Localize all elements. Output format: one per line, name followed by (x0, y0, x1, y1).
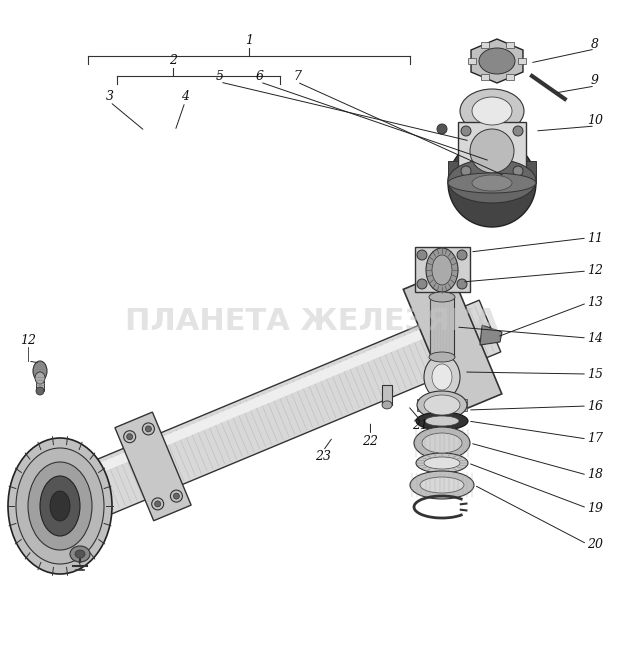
Ellipse shape (8, 438, 112, 574)
Ellipse shape (416, 453, 468, 473)
Ellipse shape (461, 126, 471, 136)
Text: 16: 16 (587, 400, 603, 413)
Text: 20: 20 (587, 538, 603, 551)
Ellipse shape (40, 476, 80, 536)
Ellipse shape (432, 364, 452, 390)
Ellipse shape (448, 159, 536, 203)
Text: 1: 1 (245, 35, 253, 48)
Text: 7: 7 (293, 70, 301, 83)
Ellipse shape (461, 166, 471, 176)
Ellipse shape (16, 448, 104, 564)
Ellipse shape (472, 97, 512, 125)
Ellipse shape (124, 431, 136, 443)
Ellipse shape (432, 255, 452, 285)
Ellipse shape (171, 490, 182, 502)
Ellipse shape (513, 166, 523, 176)
Ellipse shape (429, 292, 455, 302)
Ellipse shape (470, 129, 514, 173)
Text: 10: 10 (587, 115, 603, 128)
Ellipse shape (152, 498, 164, 510)
Ellipse shape (416, 412, 468, 430)
Ellipse shape (417, 250, 427, 260)
Ellipse shape (424, 457, 460, 469)
Polygon shape (11, 300, 501, 547)
Ellipse shape (425, 416, 459, 426)
Bar (382, 385, 392, 405)
Ellipse shape (75, 550, 85, 558)
Polygon shape (471, 39, 523, 83)
Ellipse shape (457, 279, 467, 289)
Ellipse shape (382, 401, 392, 409)
Text: 2: 2 (169, 55, 177, 68)
Text: 12: 12 (587, 264, 603, 277)
Polygon shape (36, 314, 461, 498)
Text: 12: 12 (20, 335, 36, 348)
Text: 8: 8 (591, 38, 599, 51)
Ellipse shape (448, 139, 536, 227)
Ellipse shape (127, 434, 132, 439)
Text: 21: 21 (412, 419, 428, 432)
Polygon shape (480, 325, 502, 345)
Bar (448, 161, 536, 183)
Ellipse shape (33, 361, 47, 381)
Bar (430, 297, 454, 357)
Bar (36, 377, 44, 391)
Bar (468, 58, 476, 64)
Text: 19: 19 (587, 501, 603, 514)
Bar (506, 74, 514, 79)
Ellipse shape (424, 395, 460, 415)
Polygon shape (115, 412, 191, 521)
Ellipse shape (35, 372, 45, 384)
Ellipse shape (424, 355, 460, 399)
Ellipse shape (420, 477, 464, 493)
Ellipse shape (417, 279, 427, 289)
Text: 3: 3 (106, 89, 114, 102)
Text: 15: 15 (587, 368, 603, 380)
Ellipse shape (448, 173, 536, 193)
Polygon shape (403, 270, 502, 413)
Bar (417, 399, 467, 411)
Text: 14: 14 (587, 331, 603, 344)
Ellipse shape (410, 471, 474, 499)
Bar (481, 42, 489, 48)
Ellipse shape (414, 427, 470, 459)
Text: 6: 6 (256, 70, 264, 83)
Text: ПЛАНЕТА ЖЕЛЕЗЯКА: ПЛАНЕТА ЖЕЛЕЗЯКА (126, 307, 499, 335)
Ellipse shape (472, 175, 512, 191)
Ellipse shape (426, 248, 458, 292)
Ellipse shape (429, 352, 455, 362)
Ellipse shape (70, 546, 90, 562)
Ellipse shape (50, 491, 70, 521)
Bar (481, 74, 489, 79)
Ellipse shape (479, 48, 515, 74)
Text: 17: 17 (587, 432, 603, 445)
Ellipse shape (36, 387, 44, 395)
Bar (518, 58, 526, 64)
Ellipse shape (173, 493, 179, 499)
Ellipse shape (437, 124, 447, 134)
Bar (458, 122, 526, 180)
Ellipse shape (457, 250, 467, 260)
Bar (415, 247, 470, 292)
Text: 18: 18 (587, 469, 603, 482)
Text: 22: 22 (362, 435, 378, 448)
Text: 5: 5 (216, 70, 224, 83)
Text: 4: 4 (181, 89, 189, 102)
Polygon shape (55, 476, 95, 536)
Ellipse shape (154, 501, 161, 507)
Ellipse shape (417, 391, 467, 419)
Ellipse shape (28, 462, 92, 550)
Bar (506, 42, 514, 48)
Text: 9: 9 (591, 74, 599, 87)
Ellipse shape (422, 433, 462, 453)
Text: 13: 13 (587, 296, 603, 309)
Ellipse shape (460, 89, 524, 133)
Ellipse shape (146, 426, 151, 432)
Ellipse shape (513, 126, 523, 136)
Ellipse shape (142, 423, 154, 435)
Text: 23: 23 (315, 450, 331, 464)
Text: 11: 11 (587, 232, 603, 245)
